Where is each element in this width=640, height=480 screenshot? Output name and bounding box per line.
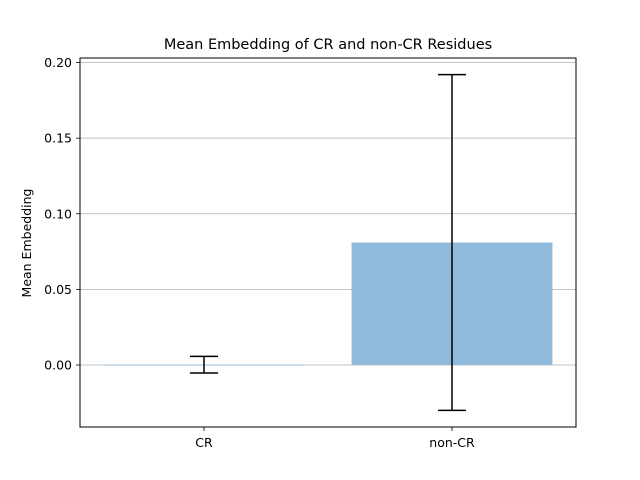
x-axis-ticks: CR non-CR xyxy=(195,427,475,450)
x-tick-label: non-CR xyxy=(429,435,475,450)
y-tick-label: 0.05 xyxy=(44,282,72,297)
y-axis-ticks: 0.00 0.05 0.10 0.15 0.20 xyxy=(44,55,80,372)
chart-title: Mean Embedding of CR and non-CR Residues xyxy=(164,37,492,53)
y-axis-label: Mean Embedding xyxy=(19,189,34,298)
plot-frame xyxy=(79,57,577,428)
y-tick-label: 0.10 xyxy=(44,206,72,221)
y-tick-label: 0.15 xyxy=(44,131,72,146)
y-tick-label: 0.20 xyxy=(44,55,72,70)
y-tick-label: 0.00 xyxy=(44,357,72,372)
x-tick-label: CR xyxy=(195,435,213,450)
error-bars xyxy=(190,73,466,412)
